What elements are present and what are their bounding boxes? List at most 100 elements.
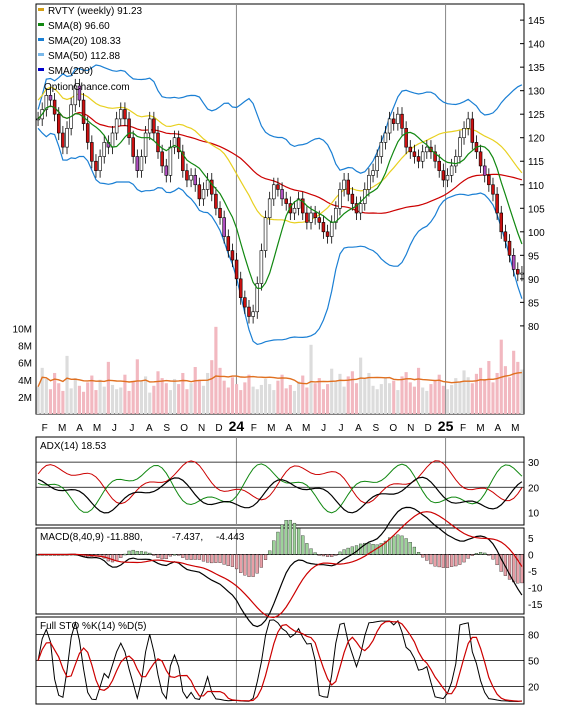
macd-value-2: -4.443 xyxy=(216,532,245,543)
volume-bar xyxy=(73,378,77,414)
sma50-line xyxy=(37,105,523,214)
macd-histogram-bar xyxy=(421,554,425,558)
macd-histogram-bar xyxy=(499,554,503,572)
x-tick-label: D xyxy=(425,423,432,434)
volume-bar xyxy=(367,372,371,414)
macd-histogram-bar xyxy=(185,554,189,560)
volume-bar xyxy=(462,370,466,414)
macd-histogram-bar xyxy=(400,535,404,555)
x-tick-label: O xyxy=(180,423,188,434)
volume-bar xyxy=(445,389,450,414)
volume-bar xyxy=(168,390,172,414)
volume-bar xyxy=(119,387,123,414)
x-tick-label: F xyxy=(42,423,48,434)
volume-bar xyxy=(57,383,61,414)
x-tick-label: A xyxy=(285,423,292,434)
volume-bar xyxy=(259,384,263,414)
macd-histogram-bar xyxy=(516,554,520,584)
volume-bar xyxy=(321,389,325,414)
macd-histogram-bar xyxy=(425,554,429,561)
volume-bar xyxy=(222,380,226,414)
macd-histogram-bar xyxy=(292,522,297,555)
volume-bar xyxy=(309,344,313,414)
volume-bar xyxy=(152,385,156,414)
x-tick-label: F xyxy=(460,423,466,434)
x-tick-label: M xyxy=(302,423,310,434)
volume-bar xyxy=(81,391,86,414)
volume-bar xyxy=(115,389,119,414)
price-candle xyxy=(139,156,144,171)
volume-bar xyxy=(230,377,235,414)
macd-histogram-bar xyxy=(268,550,272,555)
volume-bar xyxy=(383,378,388,414)
x-tick-label: J xyxy=(112,423,117,434)
volume-y-tick-label: 8M xyxy=(18,342,32,353)
macd-histogram-bar xyxy=(416,552,421,555)
macd-histogram-bar xyxy=(466,554,470,559)
macd-histogram-bar xyxy=(338,551,342,555)
price-candle xyxy=(292,207,297,214)
x-tick-label: A xyxy=(355,423,362,434)
volume-bar xyxy=(185,389,189,414)
price-candle xyxy=(168,146,173,176)
volume-bar xyxy=(139,381,144,414)
macd-histogram-bar xyxy=(164,554,168,560)
macd-y-tick-label: 5 xyxy=(528,534,534,545)
volume-bar xyxy=(512,350,516,414)
volume-bar xyxy=(272,390,276,414)
legend-swatch xyxy=(38,53,44,56)
macd-histogram-bar xyxy=(321,554,326,557)
legend-label: SMA(20) 108.33 xyxy=(48,36,121,47)
price-candle xyxy=(387,118,392,134)
price-candle xyxy=(300,198,305,214)
price-candle xyxy=(437,160,441,171)
legend-swatch xyxy=(38,23,44,26)
macd-histogram-bar xyxy=(445,554,450,568)
x-tick-label: J xyxy=(339,423,344,434)
macd-histogram-bar xyxy=(272,540,276,555)
macd-histogram-bar xyxy=(214,554,218,563)
macd-histogram-bar xyxy=(127,550,131,555)
volume-bar xyxy=(470,383,474,414)
price-y-tick-label: 90 xyxy=(528,275,540,286)
macd-histogram-bar xyxy=(156,554,160,558)
macd-histogram-bar xyxy=(276,531,280,555)
price-candle xyxy=(102,142,106,157)
macd-histogram-bar xyxy=(495,554,499,566)
volume-bar xyxy=(338,373,342,414)
volume-bar xyxy=(48,389,53,414)
price-candle xyxy=(214,193,218,209)
x-tick-label: J xyxy=(129,423,134,434)
volume-bar xyxy=(164,383,168,414)
macd-histogram-bar xyxy=(478,552,483,555)
price-candle xyxy=(441,170,446,181)
volume-bar xyxy=(144,376,148,414)
volume-bar xyxy=(40,367,44,414)
price-y-tick-label: 120 xyxy=(528,134,545,145)
x-tick-label: N xyxy=(407,423,414,434)
volume-bar xyxy=(135,359,139,414)
macd-y-tick-label: -15 xyxy=(528,600,543,611)
price-candle xyxy=(90,142,94,162)
volume-bar xyxy=(375,389,379,414)
macd-histogram-bar xyxy=(301,535,305,555)
price-candle xyxy=(238,278,243,298)
price-candle xyxy=(44,95,49,110)
price-candle xyxy=(412,151,417,157)
price-candle xyxy=(81,99,86,124)
price-candle xyxy=(160,151,164,167)
sto-y-tick-label: 50 xyxy=(528,657,540,668)
price-candle xyxy=(491,184,495,195)
macd-histogram-bar xyxy=(483,552,487,555)
price-candle xyxy=(226,236,231,251)
macd-histogram-bar xyxy=(507,554,512,580)
volume-bar xyxy=(65,355,69,414)
volume-bar xyxy=(474,373,479,414)
price-candle xyxy=(114,118,119,134)
macd-histogram-bar xyxy=(325,554,330,557)
price-candle xyxy=(119,109,123,120)
price-candle xyxy=(247,306,251,317)
macd-histogram-bar xyxy=(197,554,201,560)
volume-bar xyxy=(516,361,520,414)
macd-histogram-bar xyxy=(143,551,148,555)
